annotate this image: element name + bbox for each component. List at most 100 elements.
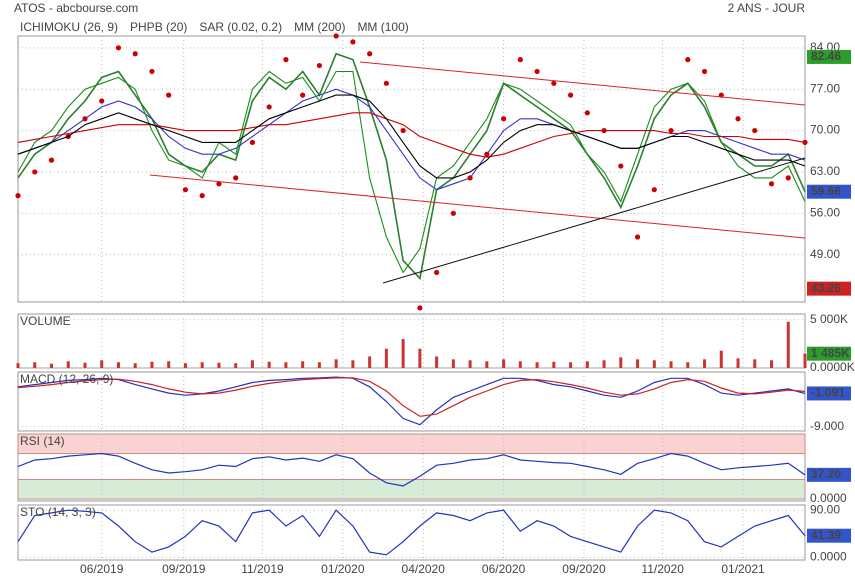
value-badge-label: 1 485K xyxy=(811,346,850,360)
volume-bar xyxy=(703,359,707,368)
y-tick-label: 77.00 xyxy=(810,81,840,95)
sar-dot xyxy=(651,187,657,193)
indicator-line xyxy=(17,509,806,556)
sar-dot xyxy=(249,139,256,145)
legend-entry: MM (200) xyxy=(294,20,345,34)
sar-dot xyxy=(48,157,55,163)
indicator-line xyxy=(17,377,806,417)
sar-dot xyxy=(634,234,641,240)
x-tick-label: 06/2020 xyxy=(482,562,526,576)
value-badge xyxy=(807,346,851,361)
volume-bar xyxy=(284,362,288,368)
x-tick-label: 04/2020 xyxy=(402,562,446,576)
header-right: 2 ANS - JOUR xyxy=(728,1,806,15)
volume-bar xyxy=(83,362,87,368)
panel-title: VOLUME xyxy=(20,314,71,328)
sar-dot xyxy=(467,175,473,181)
sar-dot xyxy=(517,57,523,63)
y-tick-label: 49.00 xyxy=(810,247,840,261)
x-tick-label: 06/2019 xyxy=(80,562,124,576)
panel-frame xyxy=(17,313,806,369)
volume-bar xyxy=(736,358,740,368)
volume-bar xyxy=(451,359,455,368)
y-tick-label: 63.00 xyxy=(810,164,840,178)
volume-bar xyxy=(535,362,539,368)
indicator-line xyxy=(17,376,806,426)
volume-bar xyxy=(686,362,690,368)
volume-bar xyxy=(786,321,790,368)
legend-entry: SAR (0.02, 0.2) xyxy=(199,20,282,34)
trend-support xyxy=(382,157,806,284)
volume-bar xyxy=(100,360,104,368)
value-badge-label: 37.20 xyxy=(811,467,841,481)
value-badge-label: -1.091 xyxy=(811,386,845,400)
volume-bar xyxy=(602,360,606,368)
panel-title: RSI (14) xyxy=(20,434,65,448)
indicator-line xyxy=(17,452,806,487)
value-badge-label: 82.46 xyxy=(811,49,841,63)
x-tick-label: 01/2021 xyxy=(721,562,765,576)
panel-title: MACD (12, 26, 9) xyxy=(20,372,113,386)
panel-title: STO (14, 3, 3) xyxy=(20,505,96,519)
volume-bar xyxy=(435,356,439,368)
volume-bar xyxy=(301,361,305,368)
sar-dot xyxy=(701,68,708,75)
indicator-line xyxy=(17,94,806,179)
x-tick-label: 11/2020 xyxy=(641,562,684,576)
volume-bar xyxy=(384,348,388,368)
volume-bar xyxy=(636,359,640,368)
volume-bar xyxy=(552,361,556,368)
volume-bar xyxy=(569,362,573,368)
volume-bar xyxy=(167,361,171,368)
y-tick-label: 0.0000K xyxy=(810,360,855,374)
sar-dot xyxy=(149,68,155,75)
sar-dot xyxy=(417,305,423,311)
value-badge xyxy=(807,467,851,482)
volume-bar xyxy=(317,362,321,368)
value-badge-label: 59.66 xyxy=(811,184,841,198)
header-left: ATOS - abcbourse.com xyxy=(14,1,138,15)
sar-dot xyxy=(99,98,105,104)
y-tick-label: 0.0000 xyxy=(810,550,847,564)
sar-dot xyxy=(350,39,356,45)
sar-dot xyxy=(216,181,222,187)
sar-dot xyxy=(752,127,758,134)
legend-entry: ICHIMOKU (26, 9) xyxy=(20,20,118,34)
sar-dot xyxy=(668,127,674,134)
sar-dot xyxy=(484,151,490,157)
volume-bar xyxy=(351,360,355,368)
volume-bar xyxy=(770,360,774,368)
volume-bar xyxy=(652,360,656,368)
volume-bar xyxy=(334,359,338,368)
sar-dot xyxy=(115,45,122,51)
volume-bar xyxy=(16,363,20,368)
trend-channel xyxy=(359,61,806,106)
sar-dot xyxy=(768,181,775,187)
volume-bar xyxy=(803,353,807,368)
sar-dot xyxy=(300,92,306,98)
sar-dot xyxy=(685,57,691,63)
sar-dot xyxy=(500,116,507,122)
volume-bar xyxy=(133,363,137,368)
sar-dot xyxy=(15,193,21,199)
sar-dot xyxy=(735,116,741,122)
sar-dot xyxy=(199,193,205,199)
volume-bar xyxy=(33,362,37,368)
y-tick-label: -9.000 xyxy=(810,419,844,433)
value-badge-label: 41.39 xyxy=(811,528,841,542)
sar-dot xyxy=(400,127,406,134)
y-tick-label: 56.00 xyxy=(810,206,840,220)
volume-bar xyxy=(66,361,70,368)
sar-dot xyxy=(166,92,172,98)
volume-bar xyxy=(401,339,405,368)
volume-bar xyxy=(217,362,221,368)
x-tick-label: 09/2020 xyxy=(562,562,606,576)
volume-bar xyxy=(267,361,271,368)
sar-dot xyxy=(82,116,88,122)
sar-dot xyxy=(450,210,456,216)
x-tick-label: 01/2020 xyxy=(321,562,365,576)
value-badge xyxy=(807,281,851,296)
x-tick-label: 11/2019 xyxy=(241,562,284,576)
volume-bar xyxy=(753,359,757,368)
